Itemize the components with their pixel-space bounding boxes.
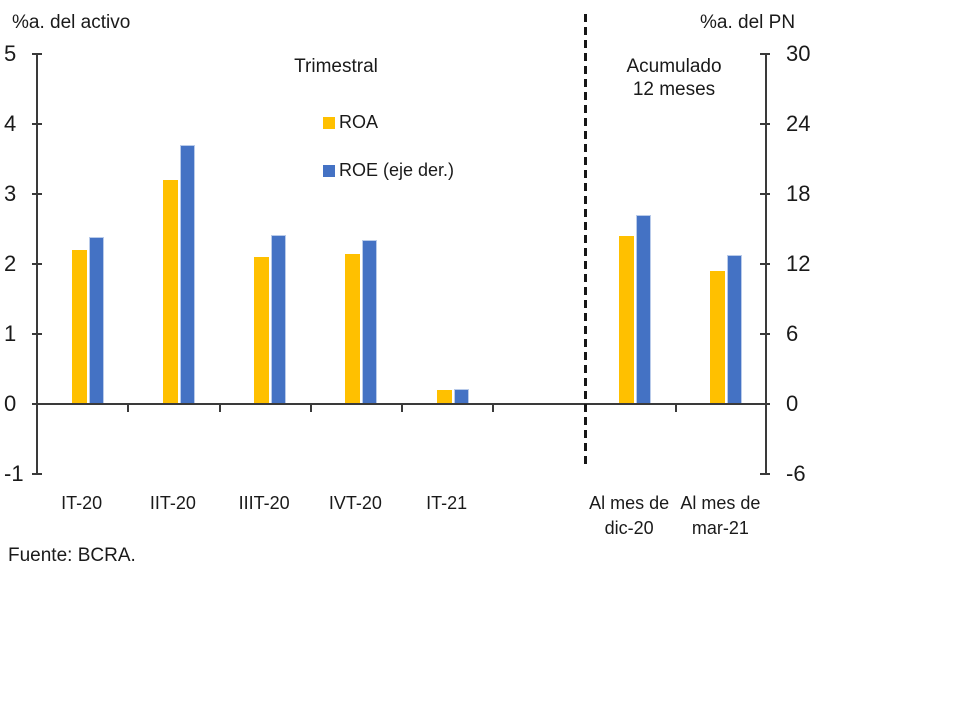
bar-roa-IVT-20 — [345, 253, 361, 404]
bar-roa-IT-21 — [436, 390, 452, 404]
legend-item-roe: ROE (eje der.) — [323, 160, 454, 181]
left-axis-tick-label: 4 — [4, 111, 17, 136]
bar-roe-IT-21 — [453, 388, 469, 404]
right-axis-tick — [760, 333, 770, 335]
bar-roe-IIT-20 — [179, 145, 195, 404]
right-axis-tick-label: 30 — [786, 41, 811, 66]
legend-swatch-roe-icon — [323, 164, 335, 177]
left-axis-tick-label: 2 — [4, 251, 17, 276]
x-axis-category-label: IIT-20 — [149, 493, 196, 513]
right-axis-tick — [760, 193, 770, 195]
right-axis-tick-label: 18 — [786, 181, 811, 206]
x-axis-tick — [492, 404, 495, 412]
left-axis-unit-label: %a. del activo — [12, 12, 131, 33]
bar-roa-IT-20 — [71, 250, 87, 404]
right-axis-tick — [760, 473, 770, 475]
bar-roe-mar-21 — [727, 254, 743, 404]
bar-roe-IT-20 — [88, 237, 104, 404]
left-axis-tick-label: 5 — [4, 41, 17, 66]
x-axis-category-label-line2: dic-20 — [604, 518, 654, 538]
right-axis-tick — [760, 53, 770, 55]
bar-roe-dic-20 — [636, 215, 652, 404]
section-separator-dashed-line — [583, 14, 587, 466]
source-note: Fuente: BCRA. — [8, 545, 136, 566]
x-axis-tick — [674, 404, 677, 412]
right-axis-tick-label: 0 — [786, 391, 799, 416]
x-axis-tick — [218, 404, 221, 412]
left-axis-tick — [32, 123, 42, 125]
x-axis-tick — [127, 404, 130, 412]
x-axis-tick — [309, 404, 312, 412]
x-axis-tick — [401, 404, 403, 412]
x-axis-category-label: IT-20 — [61, 493, 103, 513]
right-axis-tick-label: 12 — [786, 251, 811, 276]
legend-label-roe: ROE (eje der.) — [339, 160, 455, 180]
bar-roa-dic-20 — [619, 236, 635, 404]
bar-roe-IVT-20 — [362, 239, 378, 404]
right-axis-tick-label: -6 — [786, 461, 806, 486]
x-axis-category-label: IT-21 — [426, 493, 468, 513]
left-axis-tick — [32, 473, 42, 475]
legend-item-roa: ROA — [323, 112, 378, 133]
left-axis-tick — [32, 193, 42, 195]
bar-roa-IIIT-20 — [254, 257, 270, 404]
x-axis-category-label: IVT-20 — [328, 493, 382, 513]
legend-swatch-roa-icon — [323, 116, 335, 129]
left-axis-tick-label: -1 — [4, 461, 24, 486]
right-axis-tick-label: 6 — [786, 321, 799, 346]
right-axis-unit-label: %a. del PN — [700, 12, 796, 33]
left-axis-tick-label: 0 — [4, 391, 17, 416]
acumulado-line2: 12 meses — [632, 79, 716, 100]
left-axis-tick-label: 3 — [4, 181, 17, 206]
left-axis-tick — [32, 333, 42, 335]
x-axis-category-label: Al mes de — [589, 493, 670, 513]
right-axis-tick-label: 24 — [786, 111, 811, 136]
x-axis-zero-line — [36, 403, 766, 405]
x-axis-category-label: IIIT-20 — [238, 493, 290, 513]
section-label-trimestral: Trimestral — [294, 56, 378, 77]
left-axis-tick-label: 1 — [4, 321, 17, 346]
bar-roa-mar-21 — [710, 271, 726, 404]
bar-roa-IIT-20 — [162, 180, 178, 404]
right-axis-tick — [760, 263, 770, 265]
x-axis-category-label-line2: mar-21 — [691, 518, 749, 538]
legend-label-roa: ROA — [339, 112, 379, 132]
left-axis-tick — [32, 53, 42, 55]
section-label-acumulado: Acumulado 12 meses — [626, 55, 721, 101]
bar-roe-IIIT-20 — [271, 234, 287, 404]
acumulado-line1: Acumulado — [626, 56, 722, 77]
left-axis-tick — [32, 263, 42, 265]
right-axis-tick — [760, 123, 770, 125]
x-axis-category-label: Al mes de — [680, 493, 761, 513]
